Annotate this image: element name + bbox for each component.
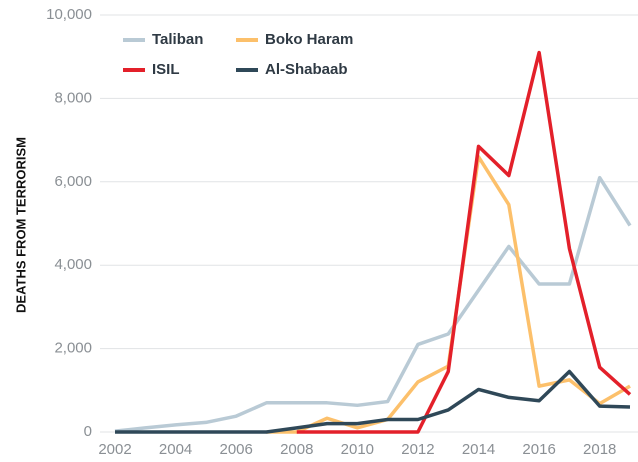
x-tick-label: 2010 [341,441,374,458]
y-tick-label: 4,000 [54,256,92,273]
x-tick-label: 2016 [522,441,555,458]
legend-label: Al-Shabaab [265,61,348,78]
y-tick-label: 2,000 [54,340,92,357]
y-tick-label: 6,000 [54,173,92,190]
y-tick-label: 0 [84,423,92,440]
y-axis-label: DEATHS FROM TERRORISM [13,137,28,313]
x-tick-label: 2012 [401,441,434,458]
legend-label: Boko Haram [265,31,353,48]
y-tick-label: 10,000 [46,6,92,23]
x-tick-label: 2006 [219,441,252,458]
series-line [266,155,631,434]
x-tick-label: 2018 [583,441,616,458]
x-tick-label: 2008 [280,441,313,458]
x-tick-label: 2014 [462,441,495,458]
x-tick-label: 2002 [98,441,131,458]
series-line [114,175,632,433]
x-tick-label: 2004 [159,441,192,458]
y-tick-label: 8,000 [54,89,92,106]
legend-label: ISIL [152,61,180,78]
legend-label: Taliban [152,31,203,48]
series-line [115,369,631,434]
series-line [296,50,632,434]
